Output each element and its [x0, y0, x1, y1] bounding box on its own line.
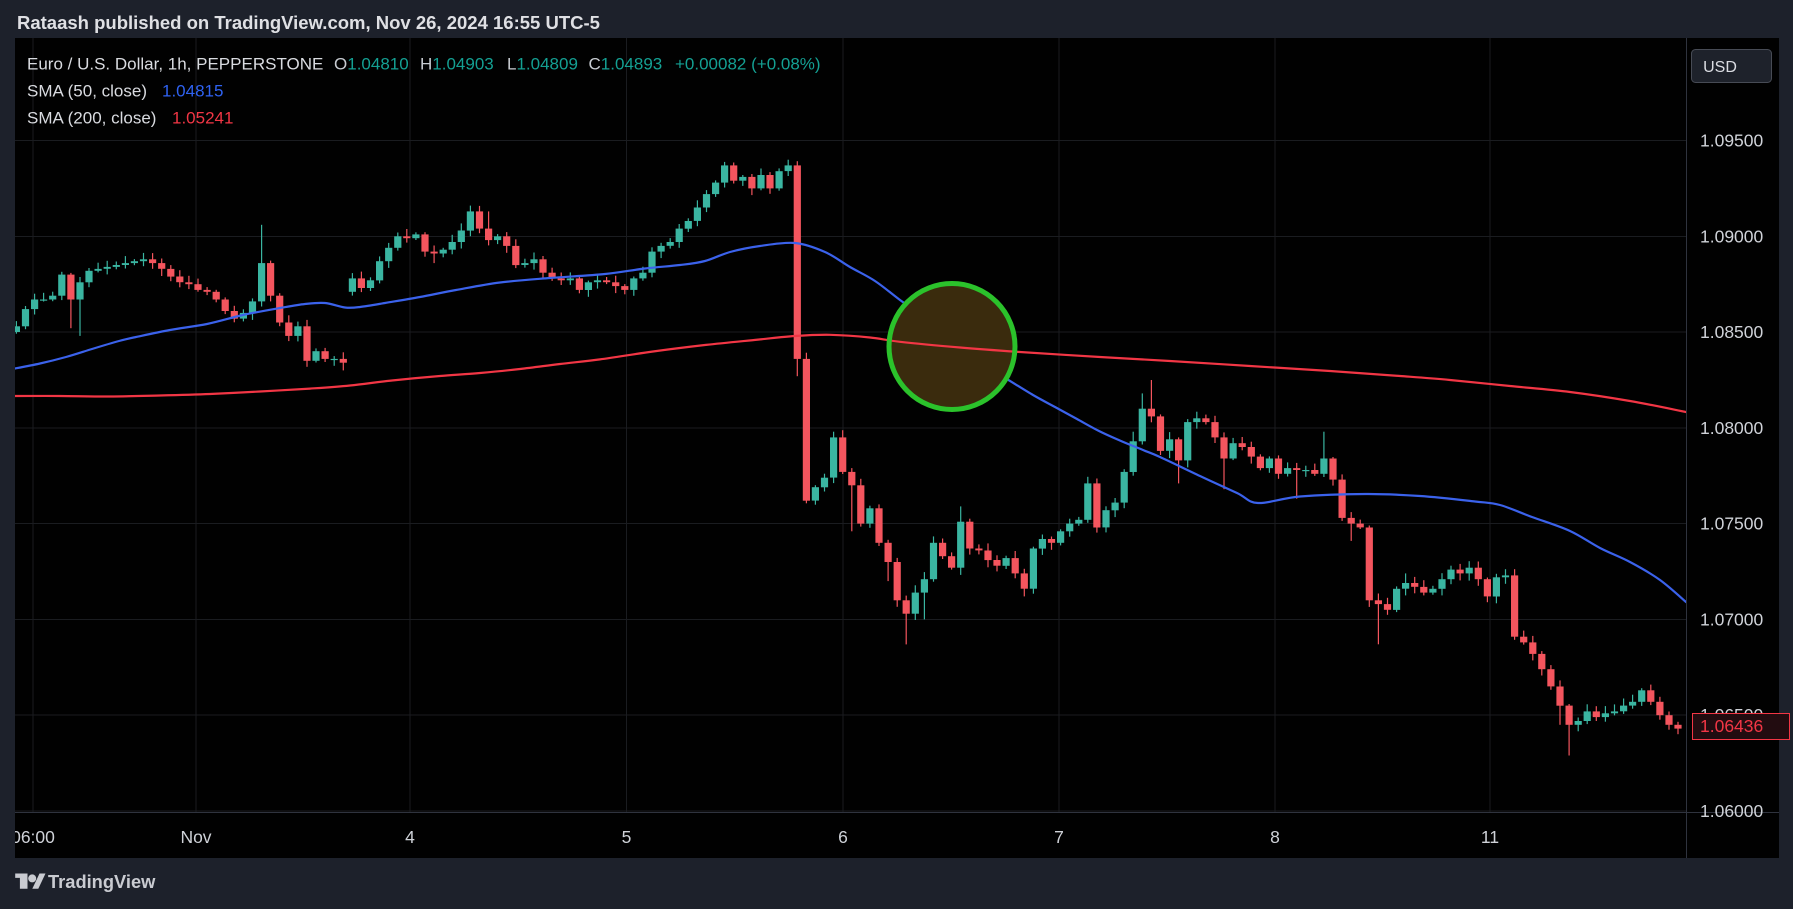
svg-text:6: 6: [838, 827, 848, 847]
svg-text:Euro / U.S. Dollar, 1h, PEPPER: Euro / U.S. Dollar, 1h, PEPPERSTONE: [27, 55, 323, 74]
svg-text:SMA (200, close): SMA (200, close): [27, 109, 156, 128]
svg-text:1.06000: 1.06000: [1700, 801, 1764, 821]
svg-text:8: 8: [1270, 827, 1280, 847]
svg-text:1.05241: 1.05241: [172, 109, 233, 128]
svg-text:USD: USD: [1703, 59, 1737, 76]
svg-text:+0.00082 (+0.08%): +0.00082 (+0.08%): [675, 55, 821, 74]
svg-text:H1.04903: H1.04903: [420, 55, 494, 74]
svg-text:4: 4: [405, 827, 415, 847]
svg-text:C1.04893: C1.04893: [589, 55, 663, 74]
svg-text:06:00: 06:00: [11, 827, 55, 847]
svg-text:1.07000: 1.07000: [1700, 609, 1764, 629]
svg-text:O1.04810: O1.04810: [334, 55, 409, 74]
svg-text:7: 7: [1054, 827, 1064, 847]
svg-text:1.06436: 1.06436: [1700, 716, 1763, 736]
svg-text:SMA (50, close): SMA (50, close): [27, 82, 147, 101]
svg-text:1.07500: 1.07500: [1700, 514, 1764, 534]
svg-text:1.04815: 1.04815: [162, 82, 223, 101]
svg-text:1.09000: 1.09000: [1700, 226, 1764, 246]
svg-text:L1.04809: L1.04809: [507, 55, 578, 74]
svg-text:11: 11: [1481, 827, 1499, 847]
svg-text:1.08000: 1.08000: [1700, 418, 1764, 438]
svg-text:Rataash published on TradingVi: Rataash published on TradingView.com, No…: [17, 12, 600, 33]
svg-text:TradingView: TradingView: [48, 871, 156, 892]
svg-text:Nov: Nov: [180, 827, 211, 847]
svg-text:1.09500: 1.09500: [1700, 131, 1764, 151]
svg-text:5: 5: [622, 827, 632, 847]
svg-text:1.08500: 1.08500: [1700, 322, 1764, 342]
